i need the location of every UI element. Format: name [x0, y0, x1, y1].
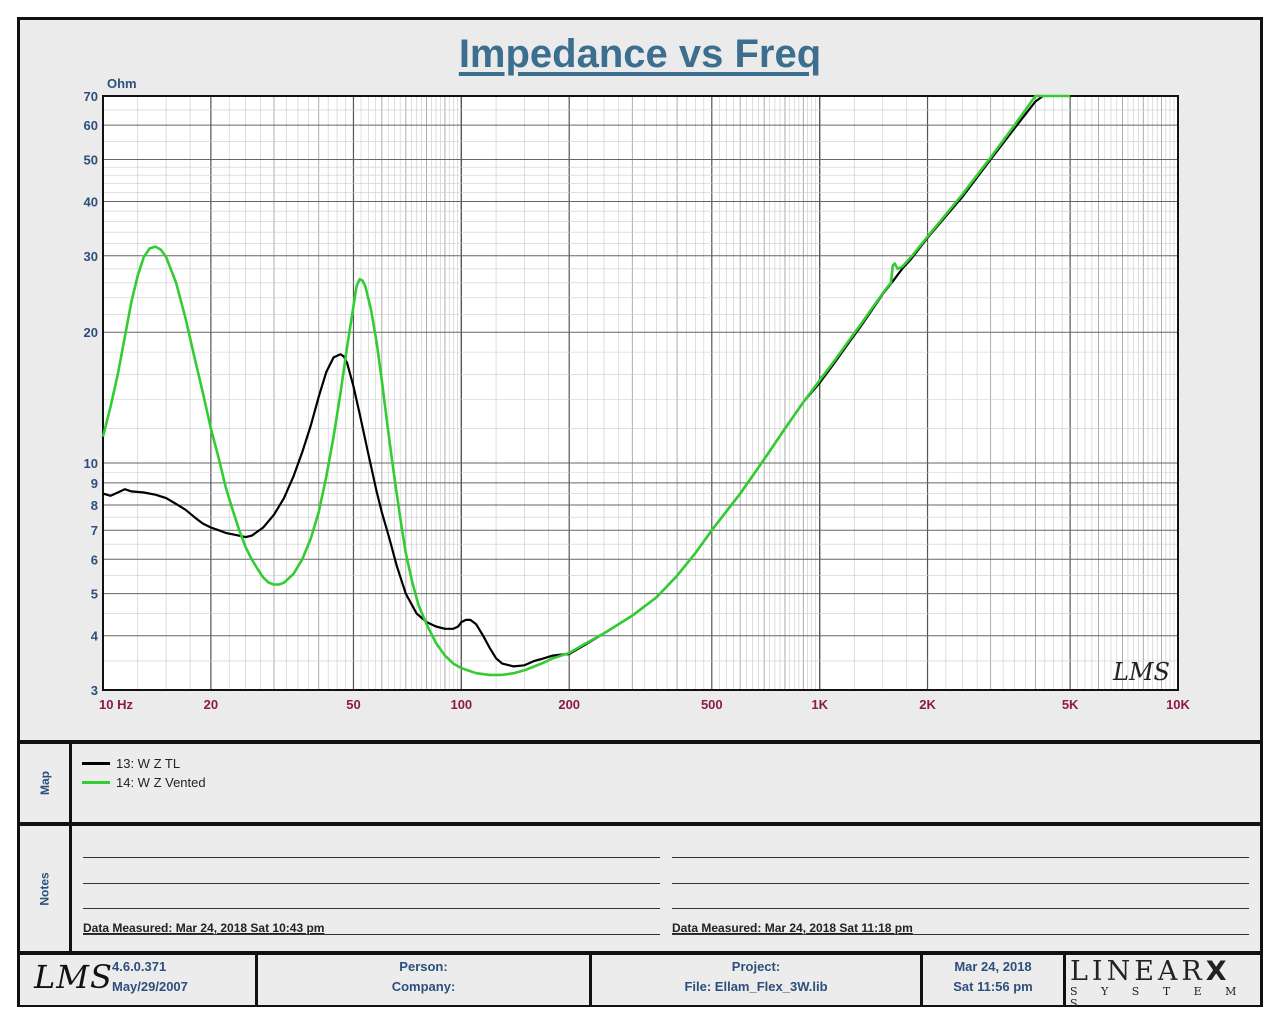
y-tick-label: 4	[91, 629, 99, 644]
x-tick-label: 1K	[811, 697, 828, 712]
notes-panel-label: Notes	[38, 871, 52, 906]
y-tick-label: 7	[91, 523, 98, 538]
footer-panel	[20, 955, 1260, 1005]
legend-panel-label: Map	[38, 771, 52, 795]
lms-logo: LMS	[34, 958, 113, 996]
project-label: Project:	[731, 959, 781, 974]
notes-line	[83, 934, 660, 935]
plot-border	[102, 95, 1179, 691]
project-info: Project: File: Ellam_Flex_3W.lib	[592, 957, 920, 1003]
divider	[589, 955, 592, 1005]
divider	[20, 822, 1260, 826]
notes-line	[83, 857, 660, 858]
y-axis-label: Ohm	[107, 76, 137, 91]
x-tick-label: 10K	[1166, 697, 1190, 712]
person-company: Person: Company:	[258, 957, 589, 1003]
legend-swatch-black	[82, 762, 110, 765]
report-date: Mar 24, 2018 Sat 11:56 pm	[923, 957, 1063, 1003]
y-tick-label: 30	[84, 249, 98, 264]
y-tick-label: 70	[84, 89, 98, 104]
y-tick-label: 9	[91, 476, 98, 491]
file-label: File: Ellam_Flex_3W.lib	[684, 979, 828, 994]
date-label: Mar 24, 2018	[954, 959, 1032, 974]
y-tick-label: 5	[91, 587, 98, 602]
x-tick-label: 50	[346, 697, 360, 712]
plot-area	[103, 96, 1178, 690]
notes-line	[672, 934, 1249, 935]
y-tick-label: 6	[91, 552, 98, 567]
x-tick-label: 500	[701, 697, 723, 712]
linearx-logo: LINEARX S Y S T E M S	[1070, 958, 1252, 1010]
company-label: Company:	[391, 979, 456, 994]
divider	[69, 826, 72, 951]
notes-panel: Notes	[20, 826, 1260, 951]
data-measured-left: Data Measured: Mar 24, 2018 Sat 10:43 pm	[83, 921, 325, 935]
notes-line	[672, 857, 1249, 858]
person-label: Person:	[399, 959, 448, 974]
divider	[255, 955, 258, 1005]
chart-title: Impedance vs Freq	[458, 32, 822, 76]
notes-line	[672, 908, 1249, 909]
legend-item-tl: 13: W Z TL	[82, 756, 180, 771]
divider	[69, 744, 72, 822]
x-tick-label: 2K	[919, 697, 936, 712]
version-info: 4.6.0.371 May/29/2007	[112, 957, 232, 1003]
divider	[20, 740, 1260, 744]
y-tick-label: 20	[84, 325, 98, 340]
y-tick-label: 50	[84, 152, 98, 167]
y-tick-label: 10	[84, 456, 98, 471]
time-label: Sat 11:56 pm	[953, 979, 1033, 994]
series-line-w-z-vented	[101, 94, 1071, 677]
impedance-chart: 3 4 5 6 7 8 9 10 20 30 40 50 60 70 Ohm 10 Hz 20 50 100 200 5…	[84, 76, 1191, 712]
y-tick-label: 8	[91, 498, 98, 513]
notes-line	[83, 908, 660, 909]
version-date: May/29/2007	[112, 979, 188, 994]
notes-line	[83, 883, 660, 884]
legend-panel: Map	[20, 744, 1260, 822]
linearx-brand-text: LINEAR	[1070, 956, 1206, 987]
legend-swatch-green	[82, 781, 110, 784]
x-tick-label: 10 Hz	[99, 697, 133, 712]
x-tick-label: 100	[450, 697, 472, 712]
y-tick-label: 40	[84, 195, 98, 210]
divider	[1063, 955, 1066, 1005]
divider	[20, 951, 1260, 955]
y-tick-label: 3	[91, 683, 98, 698]
y-tick-label: 60	[84, 118, 98, 133]
lms-watermark: LMS	[1112, 658, 1170, 686]
version-number: 4.6.0.371	[112, 959, 167, 974]
legend-item-vented: 14: W Z Vented	[82, 775, 206, 790]
x-tick-label: 20	[204, 697, 218, 712]
legend-label: 14: W Z Vented	[116, 775, 206, 790]
linearx-systems-text: S Y S T E M S	[1070, 985, 1247, 1010]
linearx-brand-x: X	[1205, 956, 1231, 987]
x-tick-label: 5K	[1062, 697, 1079, 712]
x-tick-label: 200	[558, 697, 580, 712]
divider	[920, 955, 923, 1005]
data-measured-right: Data Measured: Mar 24, 2018 Sat 11:18 pm	[672, 921, 913, 935]
legend-label: 13: W Z TL	[116, 756, 181, 771]
notes-line	[672, 883, 1249, 884]
